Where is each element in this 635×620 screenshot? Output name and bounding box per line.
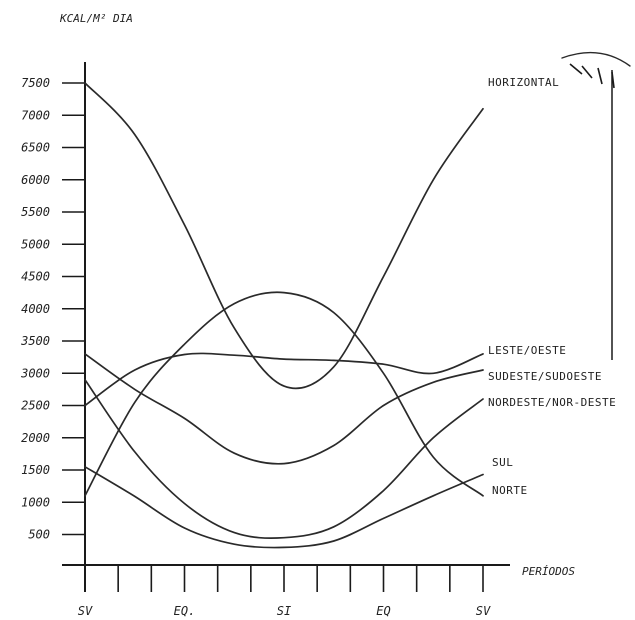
series-line-nordeste-nor-deste [84, 291, 484, 497]
y-tick-label: 2000 [21, 431, 50, 445]
y-tick-label: 3500 [20, 334, 50, 348]
y-tick-label: 2500 [21, 399, 50, 413]
axes [62, 62, 613, 592]
x-tick-label: EQ. [174, 604, 196, 618]
sun-icon [561, 51, 631, 89]
series-line-sul [84, 465, 484, 549]
y-tick-label: 7000 [21, 108, 50, 122]
y-tick-label: 4500 [21, 270, 50, 284]
series-label-sul: SUL [492, 456, 513, 469]
sun-ray [597, 67, 603, 85]
series-label-leste-oeste: LESTE/OESTE [488, 344, 566, 357]
x-tick-label: SV [476, 604, 491, 618]
series-curves [84, 82, 484, 549]
x-ticks: SV EQ. SI EQ SV [78, 565, 491, 618]
series-line-horizontal [84, 82, 484, 390]
x-tick-label: SV [78, 604, 93, 618]
y-tick-label: 6000 [21, 173, 50, 187]
y-axis-label: KCAL/M² DIA [59, 12, 133, 25]
sun-ray [581, 65, 593, 79]
y-tick-label: 3000 [20, 366, 50, 380]
y-tick-label: 5000 [21, 237, 50, 251]
series-label-norte: NORTE [492, 484, 528, 497]
y-tick-label: 1000 [21, 495, 50, 509]
x-tick-label: EQ [376, 604, 390, 618]
series-line-leste-oeste [84, 352, 484, 407]
series-line-sudeste-sudoeste [84, 353, 484, 465]
y-tick-label: 5500 [21, 205, 50, 219]
y-tick-label: 1500 [21, 463, 50, 477]
series-label-nordeste-nor-deste: NORDESTE/NOR-DESTE [488, 396, 616, 409]
series-label-horizontal: HORIZONTAL [488, 76, 559, 89]
series-line-norte [84, 378, 484, 539]
sun-ray [611, 71, 615, 89]
x-axis-label: PERÍODOS [522, 565, 575, 578]
series-label-sudeste-sudoeste: SUDESTE/SUDOESTE [488, 370, 602, 383]
series-labels: HORIZONTAL LESTE/OESTE SUDESTE/SUDOESTE NOR… [488, 76, 616, 497]
x-tick-label: SI [277, 604, 291, 618]
sun-arc [561, 51, 631, 67]
y-tick-label: 7500 [21, 76, 50, 90]
sun-ray [569, 63, 583, 75]
y-tick-label: 4000 [21, 302, 50, 316]
y-ticks: 500 1000 1500 2000 2500 3000 3500 4000 4500 5000 5… [20, 76, 85, 542]
y-tick-label: 500 [28, 528, 50, 542]
y-tick-label: 6500 [21, 141, 50, 155]
